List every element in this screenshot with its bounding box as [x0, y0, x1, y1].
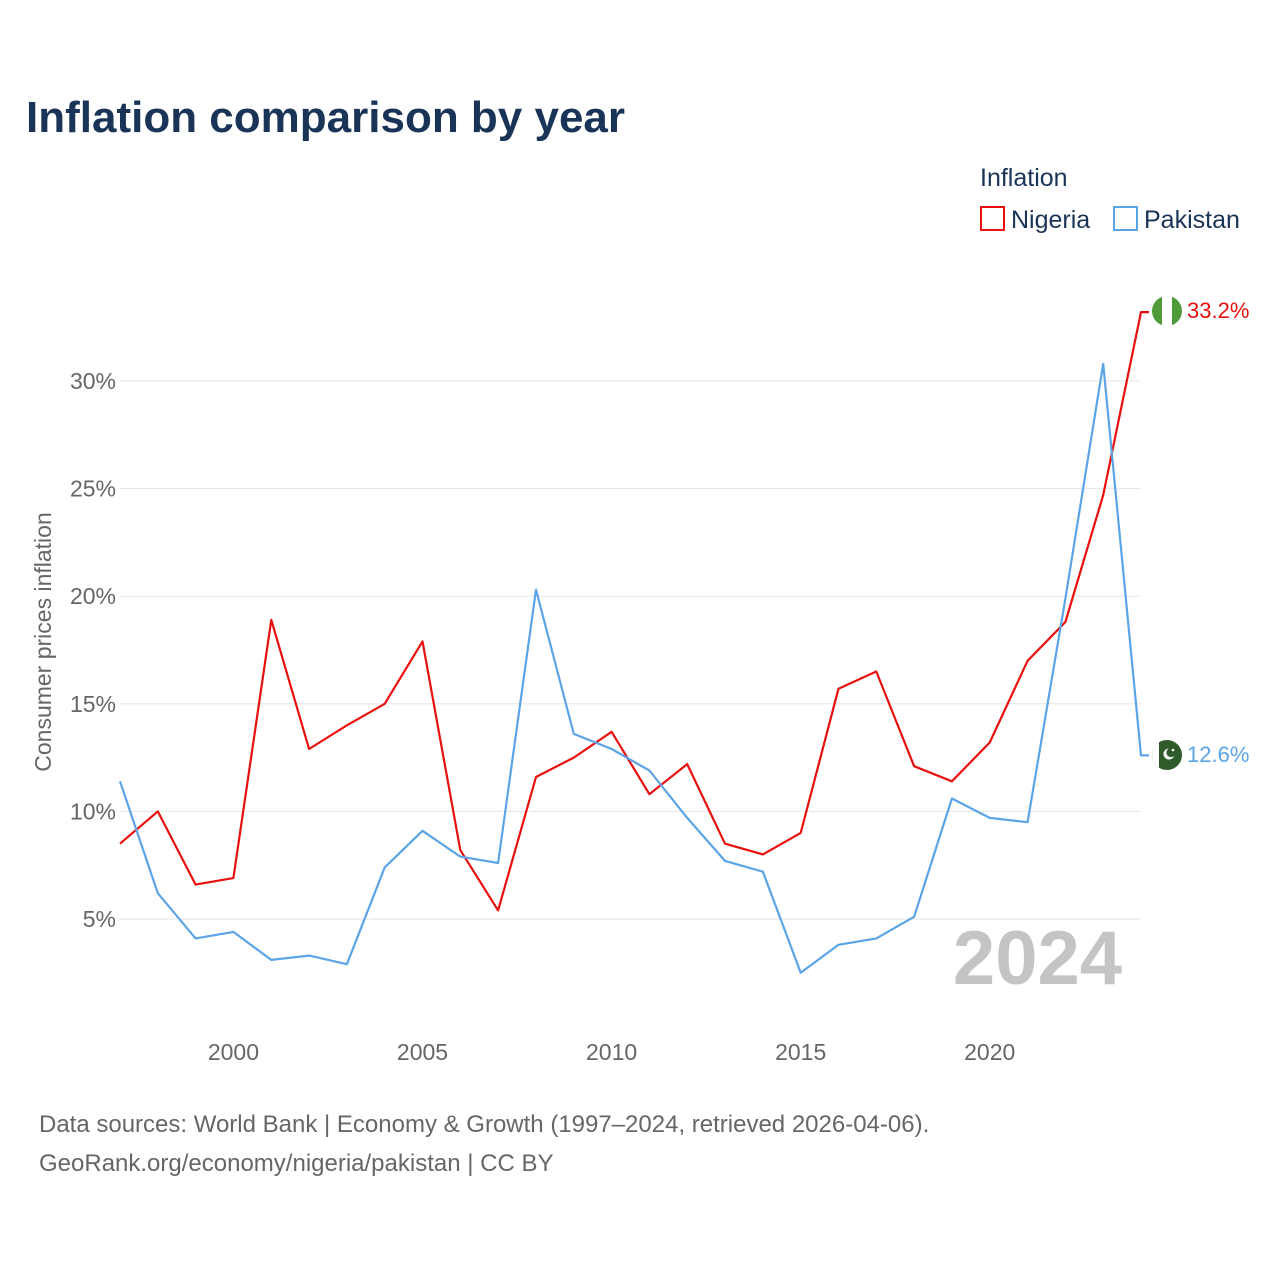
y-axis-ticks: 5% 10% 15% 20% 25% 30%	[70, 368, 116, 932]
series-line-pakistan[interactable]	[118, 362, 1149, 974]
nigeria-flag-icon	[1152, 296, 1182, 326]
pakistan-flag-icon	[1152, 740, 1182, 770]
end-label-pakistan: 12.6%	[1187, 742, 1249, 767]
x-tick-label: 2005	[397, 1039, 448, 1065]
legend: Inflation Nigeria Pakistan	[980, 164, 1240, 234]
series-line-nigeria[interactable]	[119, 311, 1149, 912]
source-line-1: Data sources: World Bank | Economy & Gro…	[39, 1111, 929, 1138]
legend-swatch-nigeria[interactable]	[980, 206, 1005, 231]
y-tick-label: 25%	[70, 476, 116, 502]
y-tick-label: 10%	[70, 798, 116, 824]
series-group	[118, 311, 1149, 974]
legend-label-pakistan[interactable]: Pakistan	[1144, 206, 1240, 234]
x-tick-label: 2015	[775, 1039, 826, 1065]
y-tick-label: 15%	[70, 691, 116, 717]
legend-swatch-pakistan[interactable]	[1113, 206, 1138, 231]
y-tick-label: 30%	[70, 368, 116, 394]
legend-title: Inflation	[980, 164, 1068, 192]
y-tick-label: 20%	[70, 583, 116, 609]
end-label-nigeria: 33.2%	[1187, 298, 1249, 323]
y-axis-label: Consumer prices inflation	[30, 512, 56, 772]
chart-title: Inflation comparison by year	[26, 93, 625, 142]
x-axis-ticks: 2000 2005 2010 2015 2020	[208, 1039, 1015, 1065]
gridlines	[120, 380, 1141, 920]
y-tick-label: 5%	[83, 906, 116, 932]
year-watermark: 2024	[953, 916, 1122, 1001]
x-tick-label: 2010	[586, 1039, 637, 1065]
end-markers: 33.2% 12.6%	[1152, 296, 1249, 770]
source-line-2[interactable]: GeoRank.org/economy/nigeria/pakistan | C…	[39, 1150, 554, 1177]
x-tick-label: 2000	[208, 1039, 259, 1065]
x-tick-label: 2020	[964, 1039, 1015, 1065]
legend-label-nigeria[interactable]: Nigeria	[1011, 206, 1090, 234]
